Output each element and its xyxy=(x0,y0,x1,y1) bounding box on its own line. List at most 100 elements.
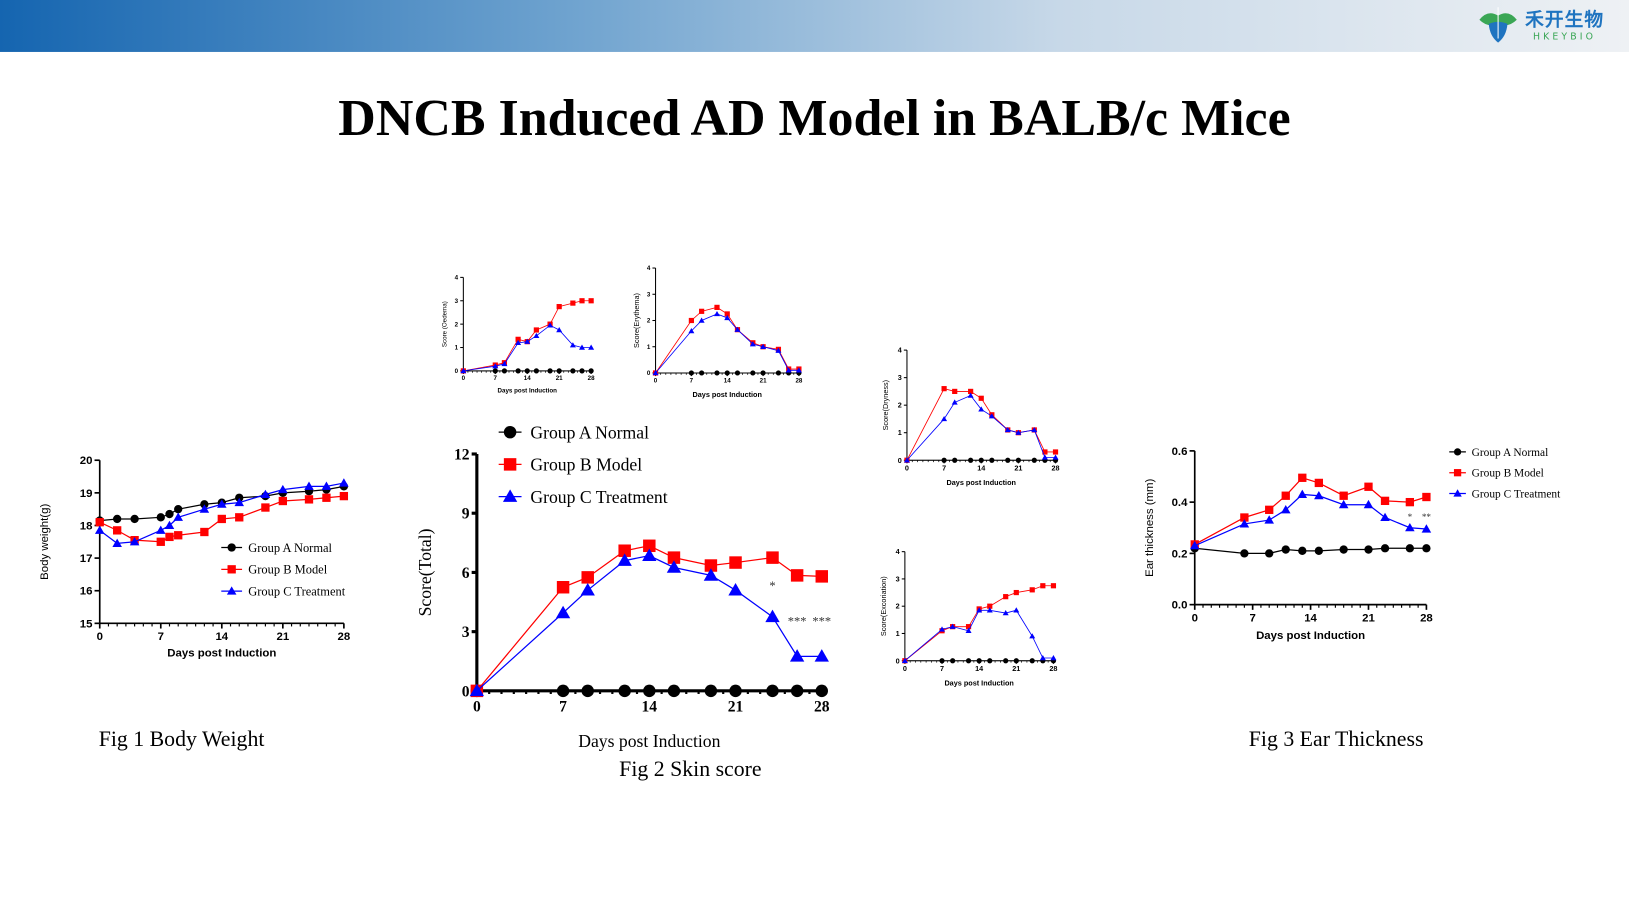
data-point-square xyxy=(667,551,681,564)
data-point-triangle xyxy=(278,484,288,494)
data-point-circle xyxy=(1003,658,1009,664)
data-point-square xyxy=(515,336,521,342)
data-point-square xyxy=(304,495,314,504)
series-line xyxy=(1194,493,1427,547)
data-point-triangle xyxy=(939,626,946,632)
series-circle xyxy=(1190,544,1431,558)
chart-excoriation: 0 1 2 3 4 0 7 14 21 28 Days post Induction Score(Ex… xyxy=(879,547,1057,687)
data-point-circle xyxy=(1265,549,1274,558)
y-tick-label: 4 xyxy=(455,275,459,282)
data-point-circle xyxy=(581,684,594,698)
legend: Group A Normal Group B Model Group C Treat… xyxy=(221,541,346,598)
chart-body: 15 16 17 18 19 20 0 7 14 21 28 Days post Induction B… xyxy=(39,455,350,659)
logo-english-text: HKEYBIO xyxy=(1533,32,1597,43)
y-tick-label: 1 xyxy=(898,428,902,437)
data-point-square xyxy=(217,514,226,524)
x-tick-label: 0 xyxy=(473,699,481,716)
data-point-circle xyxy=(515,368,521,374)
x-tick-label: 0 xyxy=(903,664,907,673)
data-point-circle xyxy=(976,658,982,664)
legend-label: Group C Treatment xyxy=(1472,488,1562,500)
y-tick-label: 0.2 xyxy=(1172,548,1188,560)
data-point-square xyxy=(235,513,244,522)
data-point-triangle xyxy=(321,481,332,490)
data-point-circle xyxy=(1380,544,1390,553)
data-point-triangle xyxy=(1050,655,1057,661)
data-point-triangle xyxy=(569,342,576,348)
x-tick-label: 28 xyxy=(814,699,830,716)
x-tick-label: 21 xyxy=(760,377,767,384)
x-tick-label: 0 xyxy=(905,464,909,473)
data-point-circle xyxy=(989,457,995,463)
data-point-circle xyxy=(1015,457,1021,463)
significance-label: *** xyxy=(812,615,831,629)
y-axis-label: Ear thickness (mm) xyxy=(1144,478,1156,576)
data-point-circle xyxy=(130,514,139,524)
data-point-triangle xyxy=(789,649,805,662)
data-point-triangle xyxy=(129,537,140,546)
data-point-square xyxy=(1265,505,1274,514)
series-circle xyxy=(902,658,1057,664)
data-point-circle xyxy=(1005,457,1011,463)
y-tick-label: 0.0 xyxy=(1172,600,1188,612)
y-axis-label: Score(Erythema) xyxy=(632,293,641,348)
data-point-square xyxy=(1052,449,1059,455)
chart-ear: 0.0 0.2 0.4 0.6 0 7 14 21 28 Days post Induction E… xyxy=(1144,446,1561,642)
series-line xyxy=(904,585,1054,662)
x-tick-label: 14 xyxy=(524,375,531,382)
data-point-circle xyxy=(968,457,974,463)
legend: Group A Normal Group B Model Group C Treat… xyxy=(498,422,668,507)
data-point-square xyxy=(156,537,165,546)
y-tick-label: 1 xyxy=(647,344,651,351)
data-point-square xyxy=(1405,497,1415,507)
legend-label: Group B Model xyxy=(248,563,327,577)
x-tick-label: 28 xyxy=(1420,612,1433,624)
significance-label: *** xyxy=(788,615,807,629)
data-point-triangle xyxy=(749,341,756,347)
series-line xyxy=(463,324,592,372)
legend: Group A Normal Group B Model Group C Treat… xyxy=(1449,447,1562,500)
y-tick-label: 3 xyxy=(462,624,470,641)
data-point-triangle xyxy=(814,649,829,662)
data-point-circle xyxy=(524,368,530,374)
x-axis-label: Days post Induction xyxy=(578,731,720,751)
chart-dryness: 0 1 2 3 4 0 7 14 21 28 Days post Induction Score(Dr… xyxy=(881,346,1059,488)
data-point-circle xyxy=(1405,544,1415,553)
y-tick-label: 0 xyxy=(896,656,900,665)
data-point-triangle xyxy=(588,344,595,350)
series-square xyxy=(902,583,1057,664)
x-tick-label: 14 xyxy=(642,699,658,716)
data-point-triangle xyxy=(155,525,166,534)
data-point-circle xyxy=(939,658,945,664)
data-point-triangle xyxy=(1015,429,1022,435)
data-point-square xyxy=(978,395,984,401)
series-line xyxy=(1194,477,1427,545)
data-point-triangle xyxy=(976,607,983,613)
data-point-square xyxy=(941,386,947,392)
data-point-circle xyxy=(174,505,183,514)
data-point-triangle xyxy=(339,478,349,487)
data-point-triangle xyxy=(1264,515,1274,524)
data-point-triangle xyxy=(903,457,910,463)
legend-marker-triangle xyxy=(502,489,518,502)
series-triangle xyxy=(460,322,595,374)
data-point-square xyxy=(790,569,804,582)
data-point-triangle xyxy=(1004,426,1011,433)
y-axis-label: Score (Oedema) xyxy=(442,301,449,347)
data-point-square xyxy=(643,539,656,553)
data-point-square xyxy=(1364,482,1373,491)
x-axis-label: Days post Induction xyxy=(947,478,1016,487)
data-point-circle xyxy=(987,658,993,664)
data-point-square xyxy=(1040,583,1046,589)
data-point-circle xyxy=(165,509,174,519)
y-tick-label: 4 xyxy=(647,265,651,272)
data-point-square xyxy=(766,551,779,564)
y-tick-label: 0.4 xyxy=(1172,497,1189,509)
data-point-triangle xyxy=(515,339,522,346)
data-point-circle xyxy=(501,368,508,374)
data-point-square xyxy=(579,298,585,304)
data-point-square xyxy=(322,493,331,502)
data-point-square xyxy=(1003,594,1009,600)
x-tick-label: 14 xyxy=(975,664,983,673)
data-point-triangle xyxy=(728,583,743,596)
